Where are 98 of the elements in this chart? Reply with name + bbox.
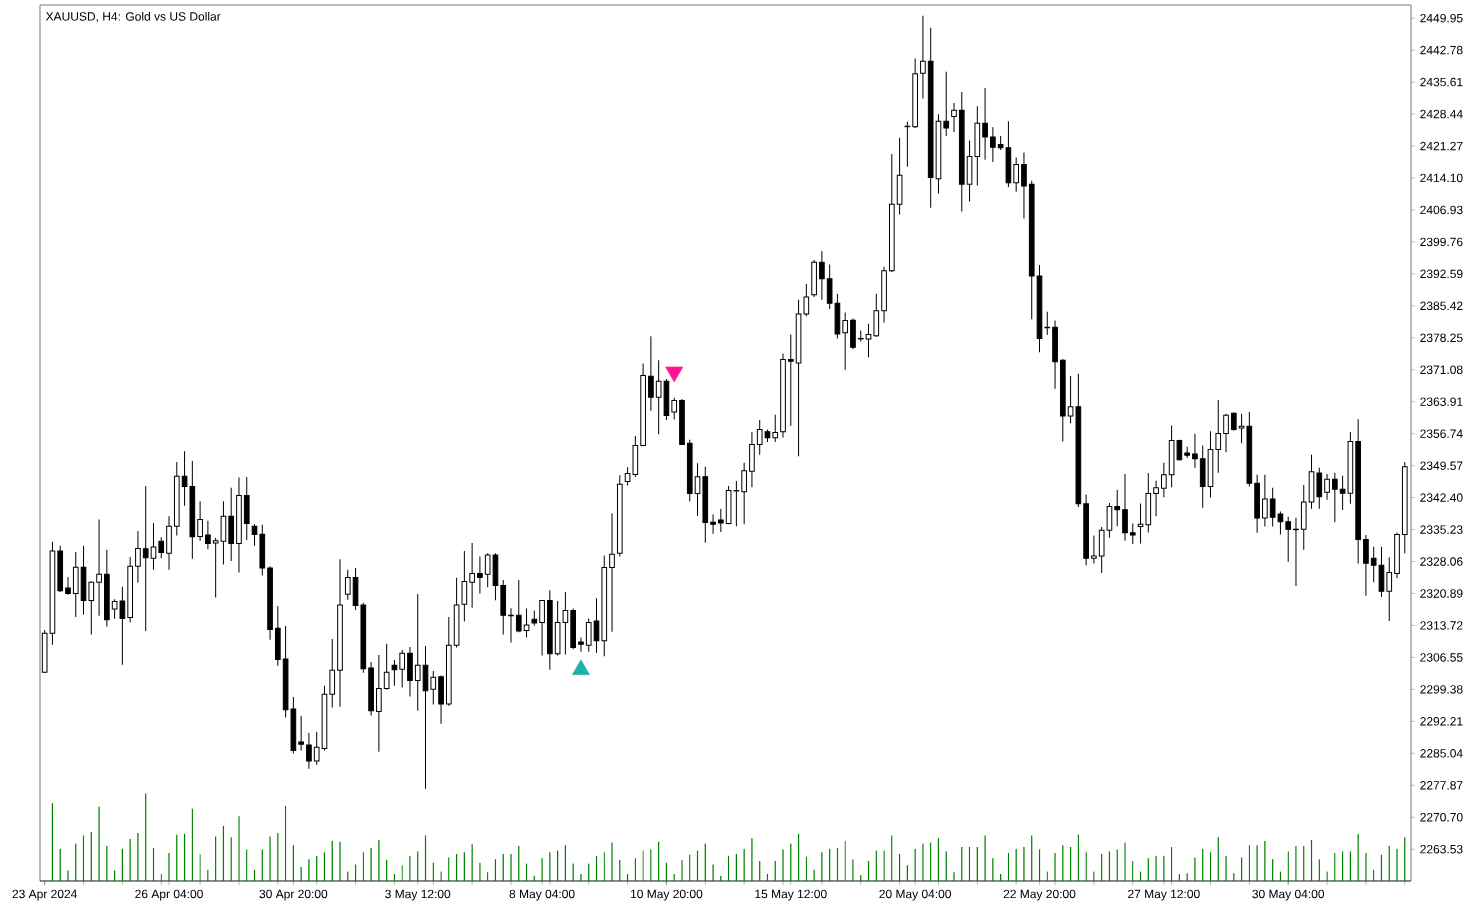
x-tick-label: 8 May 04:00 <box>509 889 575 901</box>
y-tick-label: 2421.27 <box>1420 141 1463 151</box>
candlestick <box>787 333 794 427</box>
y-tick-label: 2428.44 <box>1420 109 1463 119</box>
y-tick-label: 2371.08 <box>1420 365 1463 375</box>
x-tick-label: 27 May 12:00 <box>1128 889 1200 901</box>
text: XAUUSD, H4: Gold vs US Dollar <box>45 11 221 23</box>
y-tick-label: 2399.76 <box>1420 237 1463 247</box>
y-tick-label: 2328.06 <box>1420 557 1463 566</box>
candlestick <box>1161 462 1167 498</box>
y-tick-label: 2435.61 <box>1420 77 1463 87</box>
candlestick <box>609 512 615 633</box>
candlestick <box>990 126 996 163</box>
x-tick-label: 15 May 12:00 <box>755 889 827 901</box>
candlestick <box>982 87 988 161</box>
y-tick-label: 2342.40 <box>1420 493 1463 502</box>
x-tick-label: 22 May 20:00 <box>1003 889 1076 901</box>
candlestick <box>515 579 522 633</box>
candlestick <box>251 523 258 547</box>
candlestick <box>430 670 437 705</box>
y-tick-label: 2292.21 <box>1420 717 1463 726</box>
candlestick <box>1013 156 1020 193</box>
y-tick-label: 2277.87 <box>1420 781 1463 790</box>
candlestick <box>1192 433 1198 469</box>
candlestick <box>943 71 950 137</box>
candlestick <box>1285 516 1292 563</box>
candlestick <box>65 576 71 596</box>
x-tick-label: 26 Apr 04:00 <box>135 889 203 901</box>
candlestick <box>1363 534 1369 597</box>
x-tick-label: 10 May 20:00 <box>631 889 703 901</box>
y-tick-label: 2363.91 <box>1420 397 1463 406</box>
y-tick-label: 2378.25 <box>1420 333 1463 343</box>
candlestick <box>741 462 747 525</box>
y-tick-label: 2313.72 <box>1420 621 1463 630</box>
y-tick-label: 2356.74 <box>1420 429 1463 438</box>
x-tick-label: 30 May 04:00 <box>1252 889 1325 901</box>
candlestick <box>1386 556 1393 622</box>
candlestick <box>477 555 483 594</box>
candlestick <box>578 637 584 653</box>
candlestick <box>1091 535 1097 565</box>
candlestick <box>158 536 165 559</box>
candlestick <box>772 414 779 443</box>
candlestick <box>1324 473 1330 501</box>
y-tick-label: 2299.38 <box>1420 685 1463 694</box>
candlestick <box>96 518 102 617</box>
candlestick <box>865 323 872 358</box>
candlestick <box>399 649 406 689</box>
y-tick-label: 2285.04 <box>1420 749 1463 758</box>
candlestick <box>298 715 304 751</box>
candlestick <box>414 593 421 712</box>
candlestick <box>539 600 545 656</box>
x-tick-label: 20 May 04:00 <box>879 889 952 901</box>
candlestick <box>857 329 864 343</box>
y-tick-label: 2449.95 <box>1420 13 1463 23</box>
candlestick <box>1129 522 1136 545</box>
candlestick <box>718 508 724 533</box>
candlestick <box>593 597 600 654</box>
candlestick <box>1215 399 1222 474</box>
candlestick <box>344 569 351 601</box>
candlestick <box>671 397 678 421</box>
candlestick <box>1114 489 1121 527</box>
y-tick-label: 2392.59 <box>1420 269 1463 279</box>
candlestick <box>135 530 141 584</box>
candlestick <box>819 250 825 301</box>
y-tick-label: 2335.23 <box>1420 525 1463 534</box>
y-tick-label: 2320.89 <box>1420 589 1463 598</box>
candlestick <box>205 520 211 550</box>
candlestick <box>1122 473 1128 542</box>
candlestick <box>523 608 530 639</box>
candlestick <box>1332 472 1338 523</box>
x-tick-label: 30 Apr 20:00 <box>259 889 328 901</box>
candlestick <box>648 335 654 412</box>
candlestick <box>1021 152 1027 220</box>
candlestick <box>710 514 716 535</box>
y-tick-label: 2385.42 <box>1420 301 1463 311</box>
candlestick <box>1223 413 1229 453</box>
candlestick <box>1153 480 1159 517</box>
candlestick <box>383 643 390 691</box>
y-tick-label: 2414.10 <box>1420 173 1463 183</box>
candlestick <box>585 617 592 653</box>
candlestick <box>469 542 475 609</box>
candlestick <box>842 312 849 371</box>
y-tick-label: 2349.57 <box>1420 461 1463 470</box>
candlestick <box>391 659 398 687</box>
y-tick-label: 2306.55 <box>1420 653 1463 662</box>
y-tick-label: 2406.93 <box>1420 205 1463 215</box>
x-tick-label: 3 May 12:00 <box>385 889 451 901</box>
candlestick <box>951 102 957 133</box>
candlestick <box>306 732 312 770</box>
y-tick-label: 2263.53 <box>1420 844 1463 854</box>
candlestick <box>1230 411 1237 432</box>
candlestick <box>376 654 382 753</box>
x-tick-label: 23 Apr 2024 <box>12 889 77 901</box>
candlestick <box>1262 474 1268 528</box>
y-tick-label: 2270.70 <box>1420 812 1463 822</box>
candlestick <box>197 500 203 542</box>
candlestick <box>920 15 926 100</box>
y-tick-label: 2442.78 <box>1420 45 1463 55</box>
